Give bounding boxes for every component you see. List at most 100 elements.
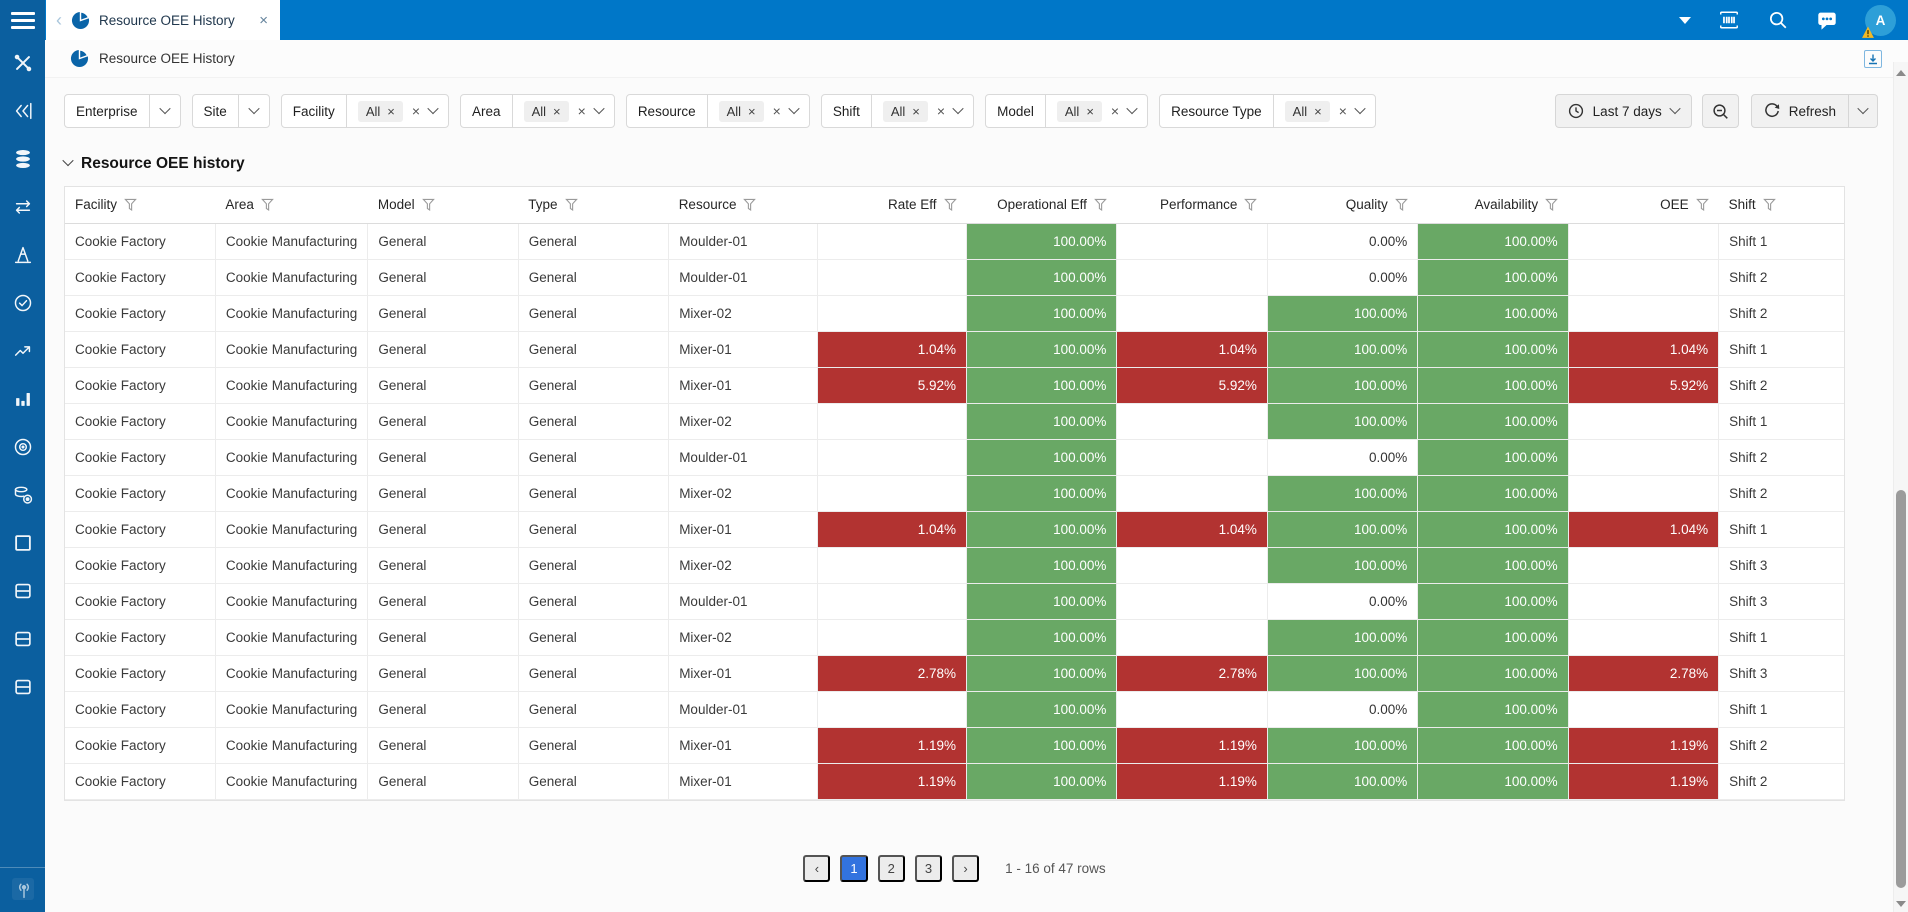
- database-icon[interactable]: [12, 148, 34, 170]
- cell-model: General: [367, 259, 519, 296]
- cell-op-eff: 100.00%: [966, 223, 1118, 260]
- section-header[interactable]: Resource OEE history: [62, 154, 1878, 173]
- clear-filter-icon[interactable]: ×: [411, 103, 421, 119]
- chevron-down-icon[interactable]: [788, 102, 800, 114]
- cell-resource: Mixer-01: [668, 331, 818, 368]
- cone-icon[interactable]: [12, 244, 34, 266]
- cell-resource: Moulder-01: [668, 259, 818, 296]
- refresh-options-button[interactable]: [1849, 94, 1878, 128]
- clear-filter-icon[interactable]: ×: [772, 103, 781, 119]
- filter-value-chip[interactable]: All ×: [1284, 100, 1330, 122]
- scrollbar-up-arrow[interactable]: [1896, 70, 1906, 76]
- filter-value-chip[interactable]: All ×: [357, 100, 403, 122]
- gauge-icon[interactable]: [12, 292, 34, 314]
- chip-remove-icon[interactable]: ×: [1314, 103, 1322, 119]
- page-button-1[interactable]: 1: [840, 854, 868, 882]
- warning-triangle-icon: [1862, 26, 1874, 38]
- column-header-rate-eff[interactable]: Rate Eff: [817, 187, 967, 224]
- chip-remove-icon[interactable]: ×: [1086, 103, 1094, 119]
- chevron-down-icon[interactable]: [952, 102, 964, 114]
- chip-remove-icon[interactable]: ×: [553, 103, 561, 119]
- filter-value-chip[interactable]: All ×: [882, 100, 928, 122]
- search-icon[interactable]: [1767, 9, 1789, 31]
- chip-remove-icon[interactable]: ×: [387, 103, 395, 119]
- column-header-quality[interactable]: Quality: [1267, 187, 1418, 224]
- hamburger-menu-icon[interactable]: [0, 0, 45, 40]
- cell-resource: Moulder-01: [668, 439, 818, 476]
- chevron-down-icon[interactable]: [158, 102, 171, 114]
- collapse-chevron-icon[interactable]: [62, 154, 74, 167]
- filter-enterprise[interactable]: Enterprise: [64, 94, 181, 128]
- clear-filter-icon[interactable]: ×: [1338, 103, 1347, 119]
- column-header-area[interactable]: Area: [215, 187, 368, 224]
- page-button-2[interactable]: 2: [877, 854, 905, 882]
- filter-area[interactable]: Area All × ×: [460, 94, 615, 128]
- table-row: Cookie Factory Cookie Manufacturing Genera…: [65, 655, 1844, 692]
- filter-value-chip[interactable]: All ×: [718, 100, 764, 122]
- time-range-button[interactable]: Last 7 days: [1554, 94, 1692, 128]
- next-page-button[interactable]: ›: [952, 854, 980, 882]
- filter-resource-type[interactable]: Resource Type All × ×: [1159, 94, 1376, 128]
- database-gear-icon[interactable]: [12, 484, 34, 506]
- oee-table-card: Facility Area Model Type Resource Rate Eff Ope…: [64, 186, 1845, 801]
- chip-remove-icon[interactable]: ×: [748, 103, 756, 119]
- caret-down-icon[interactable]: [1679, 16, 1691, 24]
- chevron-down-icon[interactable]: [427, 102, 439, 114]
- panel-icon[interactable]: [12, 676, 34, 698]
- tab-close-icon[interactable]: ×: [259, 11, 268, 29]
- filter-shift[interactable]: Shift All × ×: [820, 94, 975, 128]
- column-header-facility[interactable]: Facility: [65, 187, 216, 224]
- tab-back-chevron-icon[interactable]: ‹: [56, 10, 62, 30]
- avatar[interactable]: A: [1862, 4, 1896, 38]
- filter-label: Shift: [822, 95, 872, 127]
- column-header-resource[interactable]: Resource: [668, 187, 818, 224]
- flow-icon[interactable]: [12, 100, 34, 122]
- swap-icon[interactable]: [12, 196, 34, 218]
- filter-site[interactable]: Site: [191, 94, 270, 128]
- cell-resource: Moulder-01: [668, 583, 818, 620]
- clear-filter-icon[interactable]: ×: [936, 103, 946, 119]
- filter-value-chip[interactable]: All ×: [1056, 100, 1102, 122]
- cell-area: Cookie Manufacturing: [215, 511, 369, 548]
- refresh-button[interactable]: Refresh: [1750, 94, 1849, 128]
- window-icon[interactable]: [12, 532, 34, 554]
- page-button-3[interactable]: 3: [914, 854, 943, 882]
- filter-model[interactable]: Model All × ×: [985, 94, 1149, 128]
- column-header-performance[interactable]: Performance: [1116, 187, 1268, 224]
- cell-resource: Mixer-01: [668, 727, 818, 764]
- chat-icon[interactable]: [1816, 9, 1838, 31]
- sidebar-bottom: [0, 867, 45, 912]
- zoom-out-button[interactable]: [1701, 94, 1739, 128]
- chevron-down-icon[interactable]: [1126, 102, 1138, 114]
- column-header-availability[interactable]: Availability: [1417, 187, 1569, 224]
- trend-icon[interactable]: [12, 340, 34, 362]
- tools-icon[interactable]: [12, 52, 34, 74]
- chevron-down-icon[interactable]: [593, 102, 605, 114]
- antenna-icon[interactable]: [11, 878, 34, 900]
- column-header-shift[interactable]: Shift: [1718, 187, 1844, 224]
- filter-value-chip[interactable]: All ×: [523, 100, 569, 122]
- target-icon[interactable]: [12, 436, 34, 458]
- filter-resource[interactable]: Resource All × ×: [625, 94, 810, 128]
- tab-resource-oee-history[interactable]: ‹ Resource OEE History ×: [46, 0, 280, 40]
- barcode-scan-icon[interactable]: [1718, 9, 1740, 31]
- scrollbar-thumb[interactable]: [1896, 490, 1906, 888]
- table-row: Cookie Factory Cookie Manufacturing Genera…: [65, 331, 1844, 368]
- cell-resource: Moulder-01: [668, 223, 818, 260]
- panel-icon[interactable]: [12, 580, 34, 602]
- column-header-model[interactable]: Model: [367, 187, 519, 224]
- filter-facility[interactable]: Facility All × ×: [280, 94, 450, 128]
- chevron-down-icon[interactable]: [1354, 102, 1366, 114]
- clear-filter-icon[interactable]: ×: [1110, 103, 1120, 119]
- previous-page-button[interactable]: ‹: [803, 854, 831, 882]
- clear-filter-icon[interactable]: ×: [577, 103, 586, 119]
- column-header-type[interactable]: Type: [518, 187, 669, 224]
- panel-icon[interactable]: [12, 628, 34, 650]
- chip-remove-icon[interactable]: ×: [912, 103, 920, 119]
- column-header-operational-eff[interactable]: Operational Eff: [966, 187, 1117, 224]
- column-header-oee[interactable]: OEE: [1568, 187, 1719, 224]
- bar-chart-icon[interactable]: [12, 388, 34, 410]
- scrollbar-down-arrow[interactable]: [1896, 901, 1906, 907]
- chevron-down-icon[interactable]: [248, 102, 260, 114]
- download-icon[interactable]: [1864, 49, 1882, 68]
